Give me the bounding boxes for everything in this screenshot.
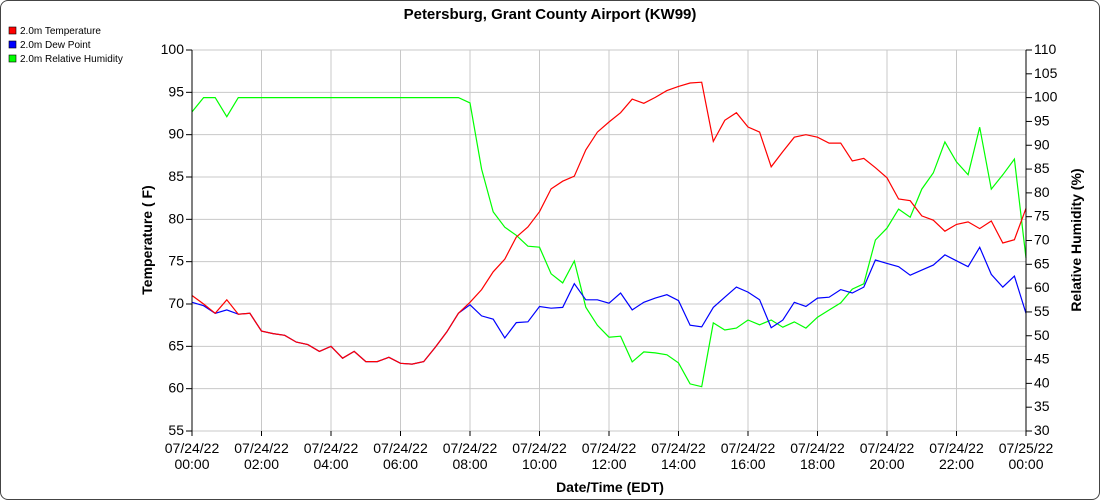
y-tick-label: 65 bbox=[168, 337, 184, 353]
y-tick-label: 80 bbox=[168, 210, 184, 226]
x-tick-label-date: 07/24/22 bbox=[790, 440, 845, 456]
y-tick-label: 85 bbox=[168, 168, 184, 184]
y2-tick-label: 80 bbox=[1034, 184, 1050, 200]
y-tick-label: 60 bbox=[168, 380, 184, 396]
y2-tick-label: 65 bbox=[1034, 255, 1050, 271]
x-tick-label-date: 07/24/22 bbox=[443, 440, 498, 456]
x-tick-label-date: 07/24/22 bbox=[582, 440, 637, 456]
x-tick-label-date: 07/25/22 bbox=[999, 440, 1054, 456]
x-tick-label-date: 07/24/22 bbox=[721, 440, 776, 456]
y2-tick-label: 30 bbox=[1034, 422, 1050, 438]
y2-tick-label: 70 bbox=[1034, 232, 1050, 248]
y2-tick-label: 40 bbox=[1034, 374, 1050, 390]
y2-tick-label: 55 bbox=[1034, 303, 1050, 319]
legend: 2.0m Temperature 2.0m Dew Point 2.0m Relat… bbox=[8, 26, 123, 65]
y-tick-label: 55 bbox=[168, 422, 184, 438]
y2-tick-label: 45 bbox=[1034, 351, 1050, 367]
x-tick-label-time: 10:00 bbox=[522, 456, 557, 472]
x-tick-label-time: 08:00 bbox=[452, 456, 487, 472]
y2-axis-label: Relative Humidity (%) bbox=[1068, 168, 1084, 311]
x-tick-label-time: 22:00 bbox=[939, 456, 974, 472]
legend-label: 2.0m Relative Humidity bbox=[20, 54, 123, 65]
y-axis-label: Temperature ( F) bbox=[139, 185, 155, 294]
legend-swatch bbox=[8, 54, 17, 63]
x-tick-label-time: 00:00 bbox=[1008, 456, 1043, 472]
x-tick-label-time: 00:00 bbox=[174, 456, 209, 472]
x-tick-label-time: 12:00 bbox=[591, 456, 626, 472]
x-tick-label-date: 07/24/22 bbox=[234, 440, 289, 456]
y2-tick-label: 50 bbox=[1034, 327, 1050, 343]
chart-title: Petersburg, Grant County Airport (KW99) bbox=[404, 6, 697, 23]
x-tick-label-date: 07/24/22 bbox=[860, 440, 915, 456]
series-line-2-0m-relative-humidity bbox=[191, 96, 1027, 388]
x-tick-label-date: 07/24/22 bbox=[373, 440, 428, 456]
x-tick-label-date: 07/24/22 bbox=[165, 440, 220, 456]
x-tick-label-date: 07/24/22 bbox=[651, 440, 706, 456]
x-tick-label-time: 06:00 bbox=[383, 456, 418, 472]
y-tick-label: 90 bbox=[168, 126, 184, 142]
x-tick-label-date: 07/24/22 bbox=[512, 440, 567, 456]
y2-tick-label: 95 bbox=[1034, 112, 1050, 128]
series-line-2-0m-temperature bbox=[191, 81, 1027, 365]
x-tick-label-time: 20:00 bbox=[869, 456, 904, 472]
y2-tick-label: 105 bbox=[1034, 65, 1058, 81]
y2-tick-label: 35 bbox=[1034, 398, 1050, 414]
axes: 55 60 65 70 75 80 85 90 95 100 30 35 40 45 50 55 60 65 70 7… bbox=[161, 41, 1058, 472]
legend-swatch bbox=[8, 26, 17, 35]
legend-swatch bbox=[8, 40, 17, 49]
grid bbox=[191, 49, 1027, 432]
y2-tick-label: 85 bbox=[1034, 160, 1050, 176]
x-tick-label-time: 04:00 bbox=[313, 456, 348, 472]
y2-tick-label: 60 bbox=[1034, 279, 1050, 295]
x-tick-label-date: 07/24/22 bbox=[929, 440, 984, 456]
y2-tick-label: 100 bbox=[1034, 89, 1058, 105]
y-tick-label: 100 bbox=[161, 41, 185, 57]
x-axis-label: Date/Time (EDT) bbox=[556, 479, 664, 495]
x-tick-label-time: 16:00 bbox=[730, 456, 765, 472]
legend-label: 2.0m Temperature bbox=[20, 26, 101, 37]
y2-tick-label: 90 bbox=[1034, 136, 1050, 152]
x-tick-label-time: 14:00 bbox=[661, 456, 696, 472]
y-tick-label: 75 bbox=[168, 253, 184, 269]
series-lines bbox=[191, 81, 1027, 388]
x-tick-label-date: 07/24/22 bbox=[304, 440, 359, 456]
y2-tick-label: 110 bbox=[1034, 41, 1057, 57]
x-tick-label-time: 18:00 bbox=[800, 456, 835, 472]
y-tick-label: 95 bbox=[168, 83, 184, 99]
y-tick-label: 70 bbox=[168, 295, 184, 311]
legend-label: 2.0m Dew Point bbox=[20, 40, 91, 51]
y2-tick-label: 75 bbox=[1034, 208, 1050, 224]
x-tick-label-time: 02:00 bbox=[244, 456, 279, 472]
